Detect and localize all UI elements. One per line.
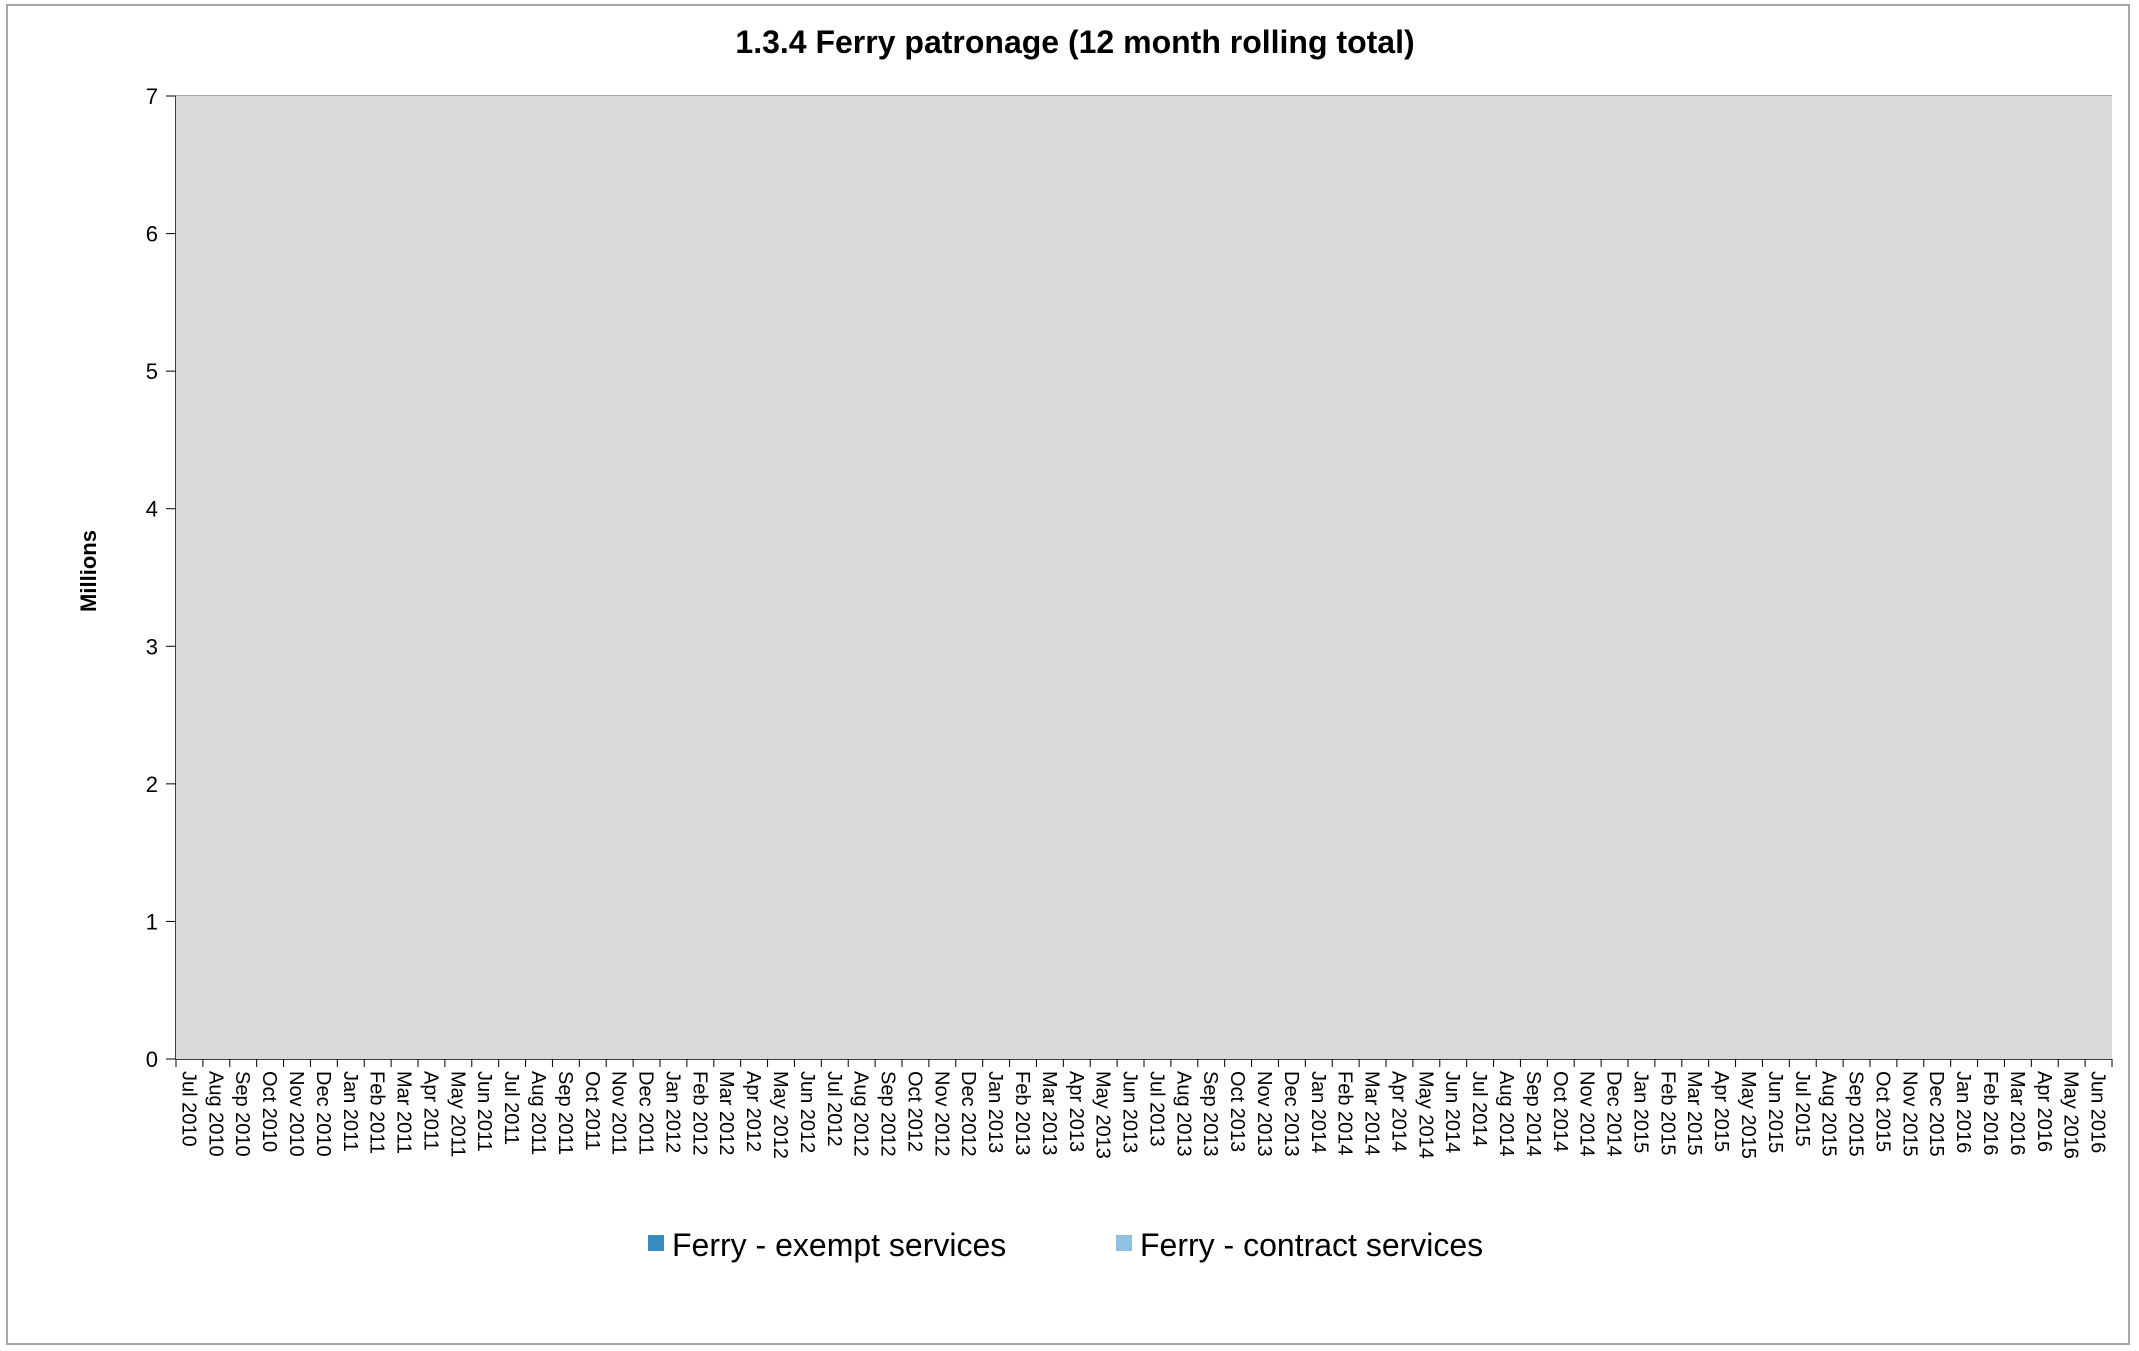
x-tick-label: Sep 2013 — [1199, 1071, 1221, 1157]
legend-label: Ferry - exempt services — [672, 1227, 1006, 1263]
x-tick-label: Feb 2015 — [1656, 1071, 1678, 1156]
x-tick-label: Dec 2011 — [635, 1071, 657, 1155]
y-tick-label: 7 — [146, 84, 158, 109]
x-tick-label: Apr 2011 — [419, 1071, 441, 1151]
y-axis-ticks: 0 1 2 3 4 5 6 7 — [146, 84, 176, 1072]
x-tick-label: Jul 2015 — [1791, 1071, 1813, 1147]
x-tick-label: Feb 2011 — [366, 1071, 388, 1154]
x-tick-label: Mar 2011 — [393, 1071, 415, 1154]
y-tick-label: 2 — [146, 772, 158, 797]
x-tick-label: Aug 2011 — [527, 1071, 549, 1155]
x-tick-label: Nov 2010 — [285, 1071, 307, 1157]
x-tick-label: Sep 2015 — [1845, 1071, 1867, 1157]
y-tick-label: 4 — [146, 497, 158, 522]
x-tick-label: May 2016 — [2060, 1071, 2082, 1159]
x-tick-label: Apr 2012 — [742, 1071, 764, 1152]
x-tick-label: Dec 2014 — [1603, 1071, 1625, 1157]
x-tick-label: Sep 2014 — [1522, 1071, 1544, 1157]
legend-swatch — [648, 1235, 664, 1251]
x-tick-label: Nov 2012 — [930, 1071, 952, 1157]
x-tick-label: Sep 2010 — [231, 1071, 253, 1157]
x-tick-label: Mar 2015 — [1683, 1071, 1705, 1156]
x-tick-label: May 2015 — [1737, 1071, 1759, 1159]
x-tick-label: Jan 2011 — [339, 1071, 361, 1152]
y-tick-label: 1 — [146, 909, 158, 934]
x-tick-label: Mar 2016 — [2006, 1071, 2028, 1156]
x-tick-label: Jan 2012 — [661, 1071, 683, 1153]
x-tick-label: Dec 2013 — [1280, 1071, 1302, 1157]
chart-title: 1.3.4 Ferry patronage (12 month rolling … — [735, 24, 1414, 60]
x-tick-label: Apr 2016 — [2033, 1071, 2055, 1152]
x-tick-label: May 2012 — [769, 1071, 791, 1159]
x-tick-label: Jun 2012 — [796, 1071, 818, 1153]
x-tick-label: Feb 2013 — [1011, 1071, 1033, 1156]
x-tick-label: Oct 2011 — [581, 1071, 603, 1151]
x-tick-label: Nov 2011 — [608, 1071, 630, 1155]
x-tick-label: Jul 2013 — [1145, 1071, 1167, 1147]
x-tick-label: Jun 2015 — [1764, 1071, 1786, 1153]
x-tick-label: Feb 2012 — [688, 1071, 710, 1156]
x-tick-label: Feb 2016 — [1979, 1071, 2001, 1156]
x-tick-label: Dec 2015 — [1925, 1071, 1947, 1157]
x-tick-label: Jul 2012 — [823, 1071, 845, 1147]
x-tick-label: Sep 2011 — [554, 1071, 576, 1155]
x-tick-label: Jan 2016 — [1952, 1071, 1974, 1153]
x-tick-label: Oct 2010 — [258, 1071, 280, 1152]
x-tick-label: Jul 2010 — [177, 1071, 199, 1147]
x-tick-label: May 2013 — [1092, 1071, 1114, 1159]
legend-swatch — [1116, 1235, 1132, 1251]
x-tick-label: Jun 2013 — [1119, 1071, 1141, 1153]
x-tick-label: Jun 2016 — [2087, 1071, 2109, 1153]
y-tick-label: 0 — [146, 1047, 158, 1072]
x-tick-label: Jul 2014 — [1468, 1071, 1490, 1147]
legend: Ferry - exempt services Ferry - contract … — [648, 1227, 1483, 1263]
x-tick-label: Apr 2015 — [1710, 1071, 1732, 1152]
x-tick-label: Jan 2014 — [1307, 1071, 1329, 1153]
x-tick-label: Jan 2015 — [1629, 1071, 1651, 1153]
x-tick-label: Sep 2012 — [877, 1071, 899, 1157]
x-tick-label: Oct 2014 — [1549, 1071, 1571, 1152]
x-tick-label: Jul 2011 — [500, 1071, 522, 1145]
x-tick-label: Aug 2012 — [850, 1071, 872, 1157]
legend-label: Ferry - contract services — [1140, 1227, 1483, 1263]
x-tick-label: Apr 2014 — [1387, 1071, 1409, 1152]
x-tick-label: Aug 2015 — [1818, 1071, 1840, 1157]
x-tick-label: Jun 2011 — [473, 1071, 495, 1152]
x-tick-label: Oct 2013 — [1226, 1071, 1248, 1152]
x-tick-label: Nov 2015 — [1898, 1071, 1920, 1157]
x-tick-label: Apr 2013 — [1065, 1071, 1087, 1152]
x-tick-label: Oct 2015 — [1871, 1071, 1893, 1152]
x-tick-label: Feb 2014 — [1334, 1071, 1356, 1156]
x-tick-label: Mar 2014 — [1361, 1071, 1383, 1156]
x-tick-label: Jan 2013 — [984, 1071, 1006, 1153]
x-tick-label: Aug 2010 — [204, 1071, 226, 1157]
x-tick-label: Mar 2013 — [1038, 1071, 1060, 1156]
x-tick-label: May 2014 — [1414, 1071, 1436, 1159]
x-tick-label: Jun 2014 — [1441, 1071, 1463, 1153]
x-tick-label: Aug 2013 — [1172, 1071, 1194, 1157]
x-tick-label: Nov 2014 — [1576, 1071, 1598, 1157]
x-tick-label: Mar 2012 — [715, 1071, 737, 1156]
y-tick-label: 5 — [146, 359, 158, 384]
x-tick-label: Dec 2010 — [312, 1071, 334, 1157]
x-tick-label: Dec 2012 — [957, 1071, 979, 1157]
y-tick-label: 6 — [146, 222, 158, 247]
x-axis-ticks: Jul 2010 Aug 2010 Sep 2010 Oct 2010 Nov 2010… — [175, 1059, 2113, 1159]
x-tick-label: May 2011 — [446, 1071, 468, 1157]
x-tick-label: Oct 2012 — [903, 1071, 925, 1152]
x-tick-label: Aug 2014 — [1495, 1071, 1517, 1157]
x-tick-label: Nov 2013 — [1253, 1071, 1275, 1157]
y-tick-label: 3 — [146, 634, 158, 659]
plot-background — [176, 96, 2112, 1059]
y-axis-label: Millions — [76, 530, 101, 612]
